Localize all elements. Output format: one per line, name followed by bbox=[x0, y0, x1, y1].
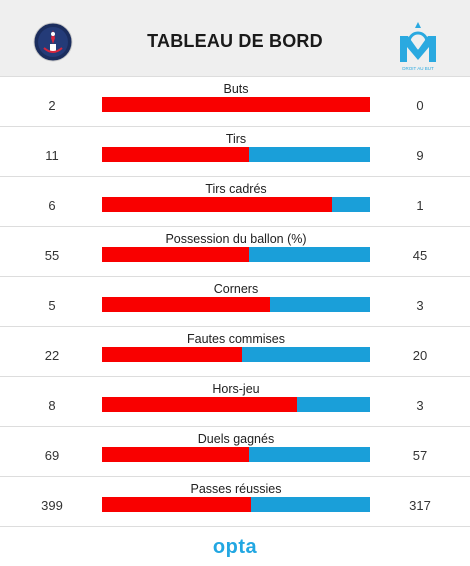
away-value: 3 bbox=[416, 298, 424, 313]
away-value: 45 bbox=[412, 248, 428, 263]
comparison-bar bbox=[102, 247, 370, 262]
home-bar-segment bbox=[102, 397, 297, 412]
om-logo-text: DROIT AU BUT bbox=[402, 66, 434, 71]
home-bar-segment bbox=[102, 447, 249, 462]
away-bar-segment bbox=[249, 247, 370, 262]
home-value: 2 bbox=[48, 98, 56, 113]
away-value: 1 bbox=[416, 198, 424, 213]
home-bar-segment bbox=[102, 347, 243, 362]
home-value: 399 bbox=[41, 498, 63, 513]
stat-row: Tirs 11 9 bbox=[0, 127, 470, 177]
comparison-bar bbox=[102, 197, 370, 212]
home-value: 11 bbox=[45, 148, 59, 163]
away-bar-segment bbox=[331, 197, 370, 212]
stat-label: Tirs bbox=[225, 132, 247, 146]
stat-row: Hors-jeu 8 3 bbox=[0, 377, 470, 427]
home-bar-segment bbox=[102, 297, 270, 312]
stat-row: Possession du ballon (%) 55 45 bbox=[0, 227, 470, 277]
stat-row: Tirs cadrés 6 1 bbox=[0, 177, 470, 227]
comparison-bar bbox=[102, 397, 370, 412]
psg-crest-icon bbox=[33, 22, 73, 62]
stat-label: Tirs cadrés bbox=[205, 182, 267, 196]
away-value: 317 bbox=[409, 498, 431, 513]
stat-row: Passes réussies 399 317 bbox=[0, 477, 470, 527]
away-value: 9 bbox=[416, 148, 424, 163]
comparison-bar bbox=[102, 347, 370, 362]
home-value: 69 bbox=[44, 448, 60, 463]
stat-label: Passes réussies bbox=[190, 482, 282, 496]
page-title: TABLEAU DE BORD bbox=[147, 31, 323, 51]
stat-label: Buts bbox=[223, 82, 249, 96]
home-value: 22 bbox=[44, 348, 60, 363]
home-bar-segment bbox=[102, 497, 252, 512]
stat-label: Hors-jeu bbox=[212, 382, 260, 396]
stat-row: Duels gagnés 69 57 bbox=[0, 427, 470, 477]
away-bar-segment bbox=[242, 347, 370, 362]
comparison-bar bbox=[102, 497, 370, 512]
away-bar-segment bbox=[296, 397, 370, 412]
scoreboard-header: TABLEAU DE BORD DROIT AU BUT bbox=[0, 0, 470, 77]
stat-label: Duels gagnés bbox=[197, 432, 275, 446]
home-bar-segment bbox=[102, 247, 250, 262]
comparison-bar bbox=[102, 97, 370, 112]
comparison-bar bbox=[102, 297, 370, 312]
home-value: 6 bbox=[48, 198, 56, 213]
home-value: 8 bbox=[48, 398, 56, 413]
home-bar-segment bbox=[102, 147, 250, 162]
home-bar-segment bbox=[102, 197, 332, 212]
comparison-bar bbox=[102, 447, 370, 462]
stat-row: Fautes commises 22 20 bbox=[0, 327, 470, 377]
stat-row: Buts 2 0 bbox=[0, 77, 470, 127]
stats-list: Buts 2 0 Tirs 11 9 Tirs cadrés 6 1 Possession du … bbox=[0, 77, 470, 527]
stat-row: Corners 5 3 bbox=[0, 277, 470, 327]
home-bar-segment bbox=[102, 97, 370, 112]
away-value: 20 bbox=[412, 348, 428, 363]
away-bar-segment bbox=[251, 497, 370, 512]
away-value: 0 bbox=[416, 98, 424, 113]
footer: opta bbox=[0, 536, 470, 559]
comparison-bar bbox=[102, 147, 370, 162]
stat-label: Fautes commises bbox=[187, 332, 285, 346]
home-value: 5 bbox=[48, 298, 56, 313]
away-value: 3 bbox=[416, 398, 424, 413]
home-value: 55 bbox=[44, 248, 60, 263]
away-bar-segment bbox=[249, 147, 370, 162]
stat-label: Possession du ballon (%) bbox=[165, 232, 307, 246]
om-crest-icon: DROIT AU BUT bbox=[400, 22, 436, 71]
away-value: 57 bbox=[412, 448, 428, 463]
stat-label: Corners bbox=[213, 282, 259, 296]
away-bar-segment bbox=[248, 447, 370, 462]
opta-logo: opta bbox=[212, 536, 258, 558]
away-bar-segment bbox=[269, 297, 370, 312]
